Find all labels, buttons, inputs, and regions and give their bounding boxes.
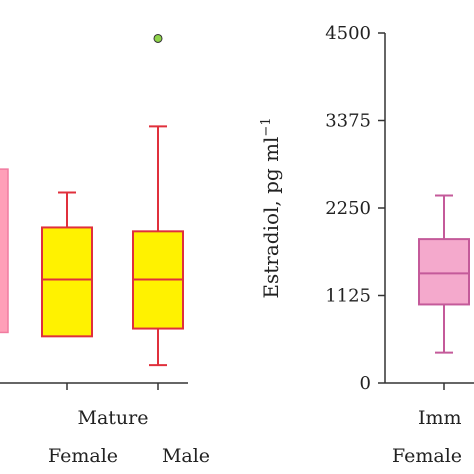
y-axis-title-text: Estradiol, pg ml xyxy=(259,137,283,299)
right-box-group xyxy=(418,194,470,390)
left-box-group xyxy=(0,33,184,390)
y-tick-label-1: 1125 xyxy=(325,286,371,307)
group-label-mature: Mature xyxy=(78,407,149,429)
left-category-label-1: Female xyxy=(48,445,118,467)
left-box-partial-0 xyxy=(0,168,9,334)
y-tick-label-4: 4500 xyxy=(325,23,371,44)
right-category-label-0: Female xyxy=(392,445,462,467)
group-label-immature: Imm xyxy=(418,407,462,429)
left-box-1 xyxy=(41,226,93,338)
y-tick-label-3: 3375 xyxy=(325,111,371,132)
right-box-0 xyxy=(418,238,470,306)
y-tick-label-0: 0 xyxy=(360,373,371,394)
left-category-label-2: Male xyxy=(162,445,210,467)
y-tick-label-2: 2250 xyxy=(325,198,371,219)
right-y-ticks: 0 1125 2250 3375 4500 xyxy=(325,23,385,394)
y-axis-title: Estradiol, pg ml−1 xyxy=(259,117,283,298)
right-category-labels: Female xyxy=(392,445,462,467)
y-axis-title-superscript: −1 xyxy=(259,117,274,136)
right-panel-immature: 0 1125 2250 3375 4500 Estradiol, pg ml−1 Imm… xyxy=(259,23,474,467)
left-outlier-2-0 xyxy=(153,33,163,43)
